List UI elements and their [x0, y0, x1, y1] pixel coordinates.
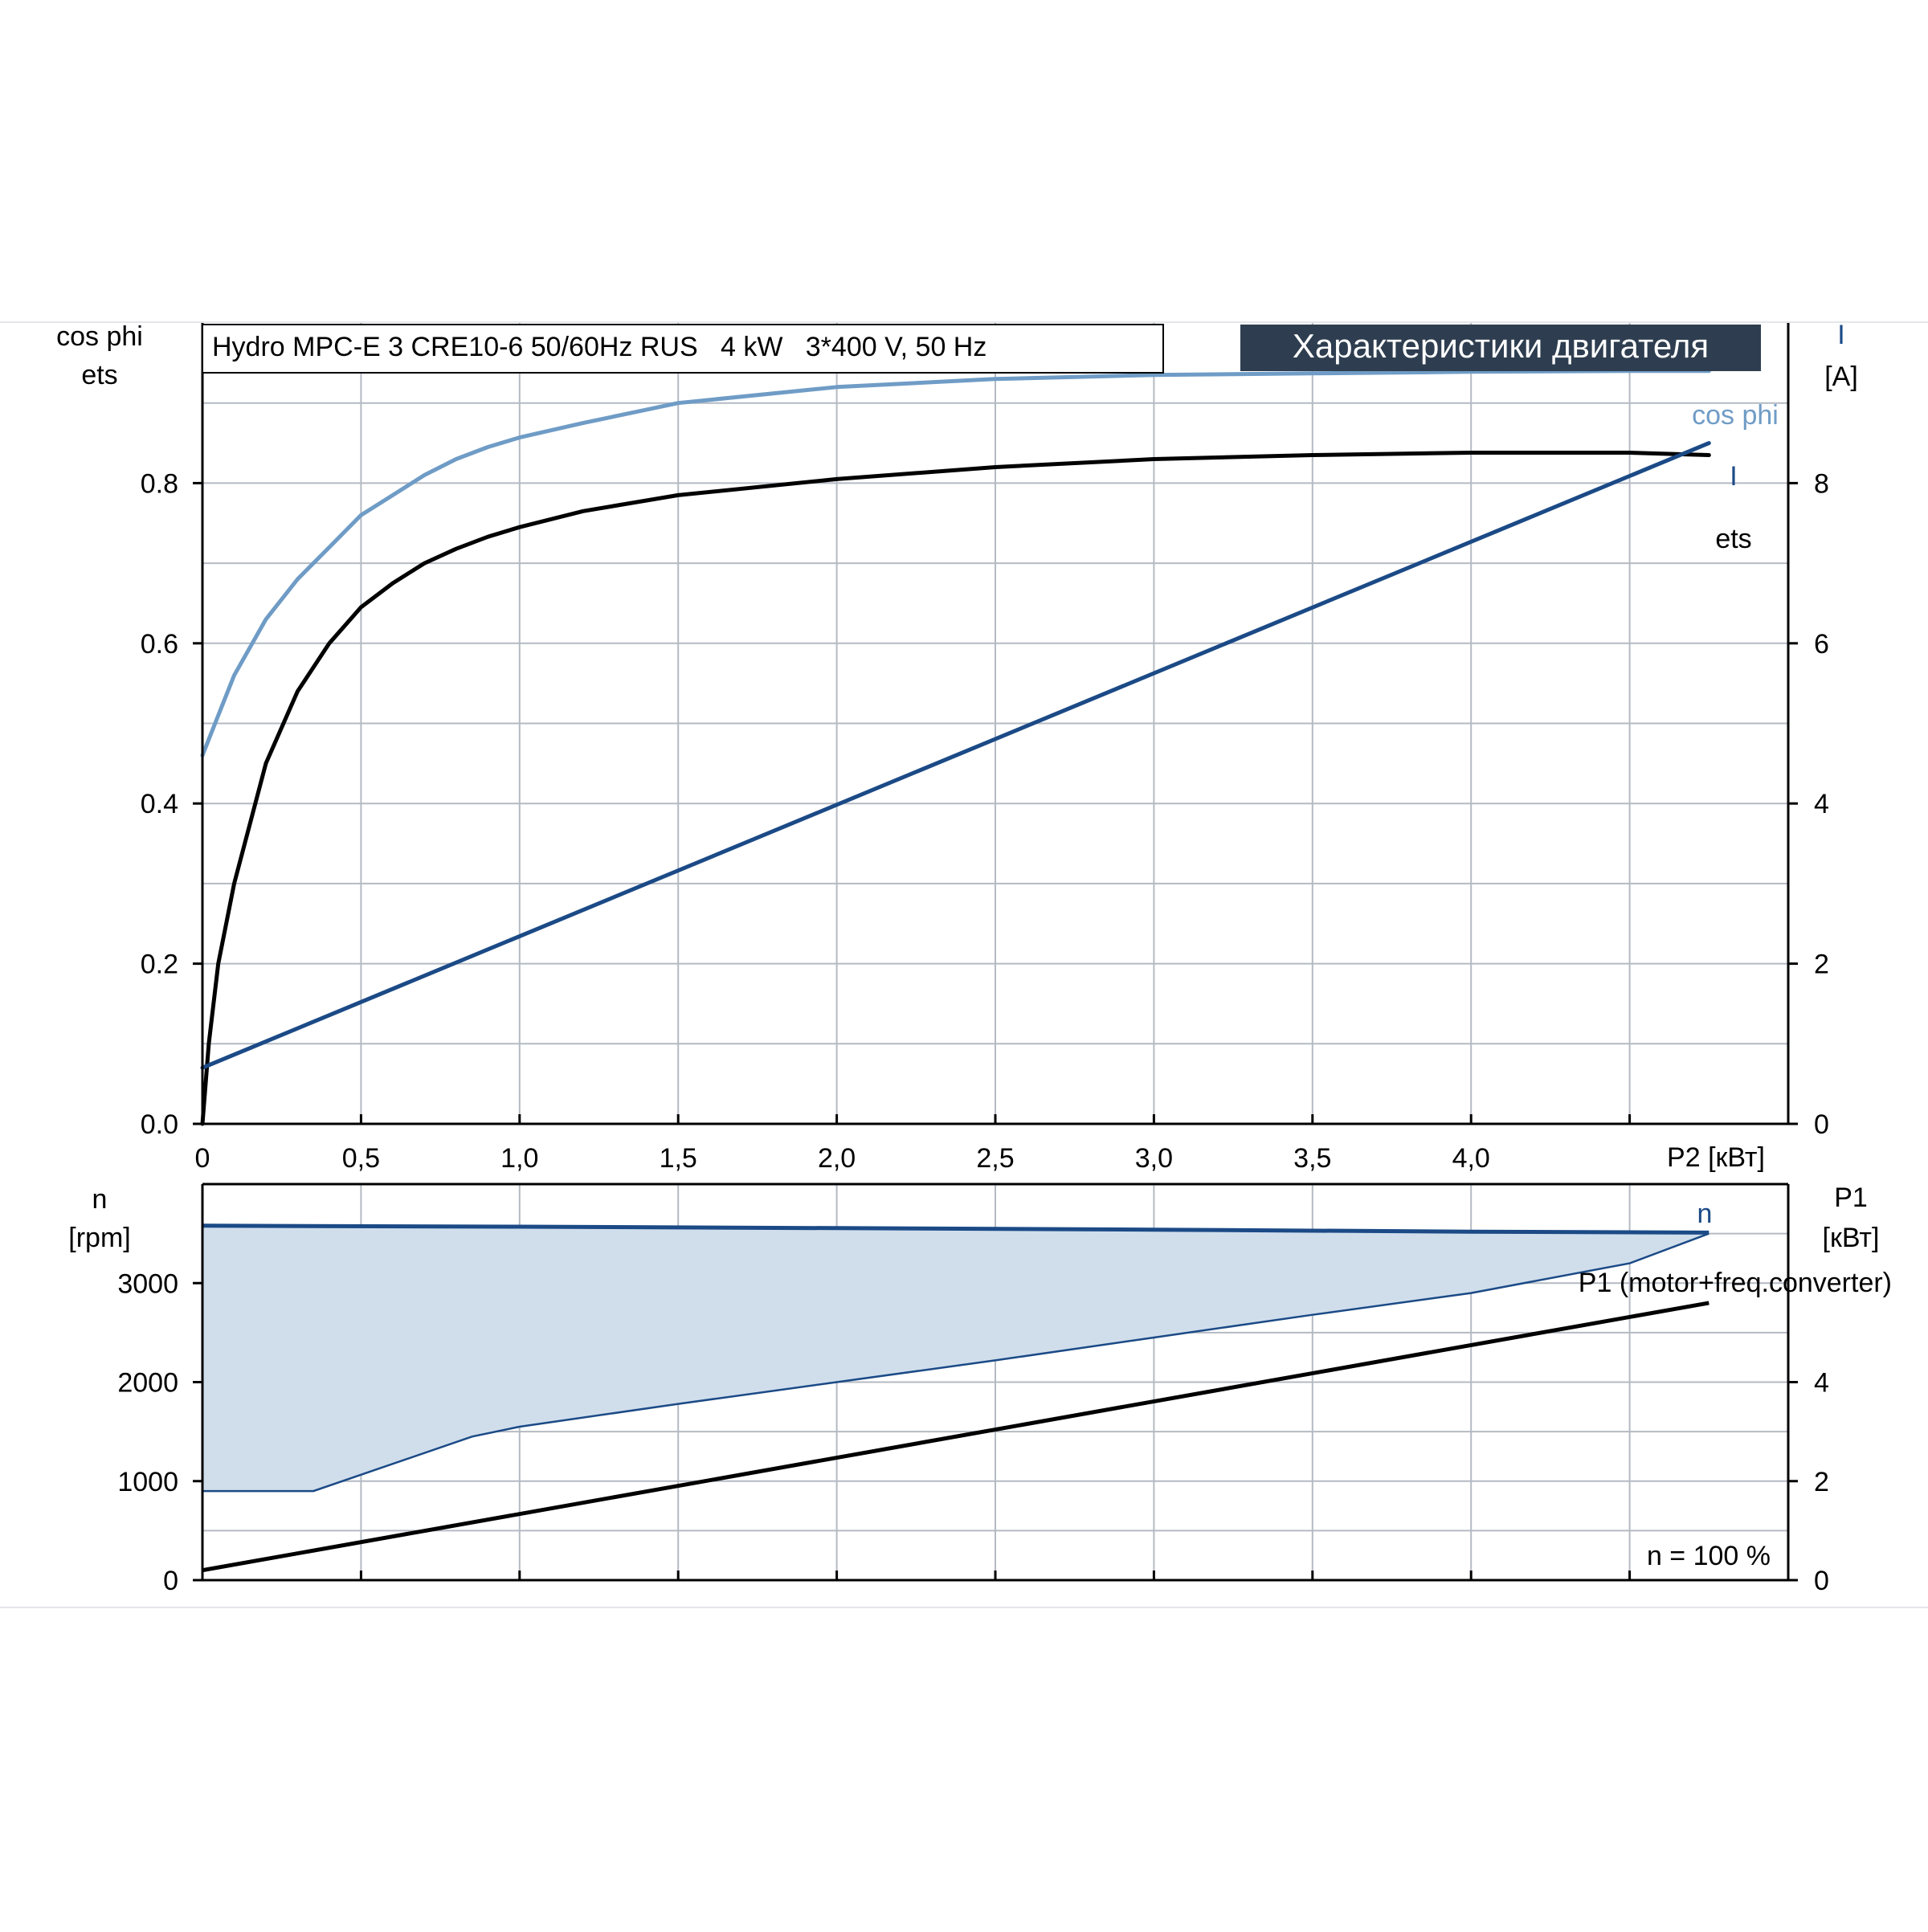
lower-right-tick-label: 0: [1814, 1566, 1829, 1596]
section-title-text: Характеристики двигателя: [1293, 327, 1709, 365]
speed-line: [202, 1223, 1709, 1235]
upper-left-tick-label: 0.4: [141, 789, 178, 819]
title-box-text: Hydro MPC-E 3 CRE10-6 50/60Hz RUS 4 kW 3…: [212, 332, 986, 362]
lower-left-tick-label: 1000: [117, 1467, 178, 1497]
series-label-p1: P1 (motor+freq.converter): [1579, 1268, 1892, 1298]
x-tick-label: 0,5: [342, 1143, 380, 1174]
speed-range-band: [202, 1225, 1709, 1492]
upper-right-tick-label: 0: [1814, 1109, 1829, 1140]
upper-series: [200, 369, 1711, 1126]
series-label-cos-phi: cos phi: [1692, 400, 1779, 431]
upper-right-tick-label: 4: [1814, 789, 1829, 819]
p1-power-line: [202, 1301, 1709, 1573]
title-box: Hydro MPC-E 3 CRE10-6 50/60Hz RUS 4 kW 3…: [202, 324, 1164, 374]
x-axis-label: P2 [кВт]: [1667, 1142, 1765, 1173]
upper-left-axis-label-1: cos phi: [56, 321, 143, 352]
lower-left-tick-label: 0: [163, 1566, 178, 1596]
x-tick-label: 0: [195, 1143, 210, 1174]
min-speed-line: [202, 1232, 1709, 1493]
upper-left-tick-label: 0.0: [141, 1109, 178, 1140]
lower-left-axis-label-1: n: [92, 1184, 108, 1215]
x-tick-label: 1,5: [660, 1143, 697, 1174]
cos-phi-line: [200, 369, 1711, 758]
tick-labels: 0 0,5 1,0 1,5 2,0 2,5 3,0 3,5 4,0 0.0 0.2 0.4 0.6 0.8…: [117, 468, 1829, 1596]
upper-right-axis-label-2: [A]: [1824, 361, 1858, 392]
upper-right-axis-label-1: I: [1837, 320, 1844, 350]
series-label-efficiency: ets: [1715, 524, 1751, 554]
lower-left-tick-label: 2000: [117, 1368, 178, 1399]
upper-right-tick-label: 6: [1814, 629, 1829, 660]
upper-left-tick-label: 0.8: [141, 468, 178, 499]
lower-right-tick-label: 2: [1814, 1467, 1829, 1497]
annotation-n-100: n = 100 %: [1647, 1541, 1771, 1571]
series-label-speed: n: [1697, 1199, 1713, 1229]
lower-right-axis-label-1: P1: [1834, 1182, 1868, 1213]
speed-range-fill: [202, 1225, 1709, 1492]
upper-right-tick-label: 8: [1814, 468, 1829, 499]
upper-right-tick-label: 2: [1814, 950, 1829, 980]
lower-left-tick-label: 3000: [117, 1268, 178, 1299]
x-tick-label: 3,5: [1293, 1143, 1331, 1174]
upper-left-axis-label-2: ets: [81, 360, 117, 390]
lower-right-tick-label: 4: [1814, 1368, 1829, 1399]
upper-left-tick-label: 0.6: [141, 629, 178, 660]
x-tick-label: 2,5: [976, 1143, 1014, 1174]
series-label-current: I: [1730, 461, 1737, 492]
lower-series: [202, 1223, 1709, 1573]
upper-left-tick-label: 0.2: [141, 950, 178, 980]
x-tick-label: 4,0: [1452, 1143, 1490, 1174]
efficiency-line: [200, 451, 1711, 1126]
lower-right-axis-label-2: [кВт]: [1823, 1223, 1880, 1253]
section-title: Характеристики двигателя: [1240, 325, 1761, 371]
x-tick-label: 3,0: [1135, 1143, 1173, 1174]
current-line: [200, 441, 1711, 1070]
lower-left-axis-label-2: [rpm]: [68, 1223, 130, 1253]
x-tick-label: 1,0: [500, 1143, 538, 1174]
axes: [193, 323, 1798, 1582]
x-tick-label: 2,0: [818, 1143, 856, 1174]
